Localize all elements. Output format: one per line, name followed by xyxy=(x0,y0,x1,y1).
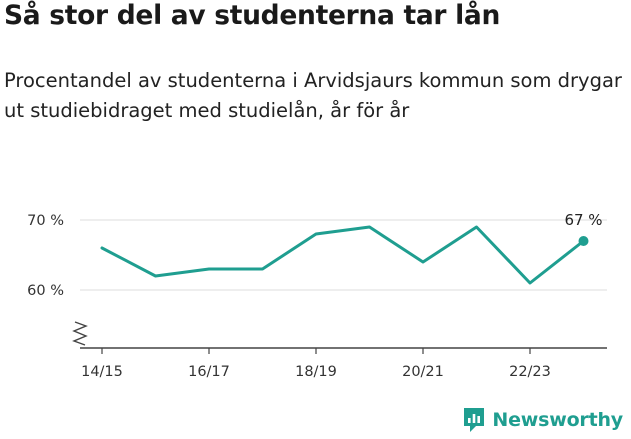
end-point-marker xyxy=(578,236,589,246)
y-tick-label: 70 % xyxy=(27,213,64,229)
x-tick-label: 18/19 xyxy=(295,364,337,380)
brand-name: Newsworthy xyxy=(492,409,623,431)
x-tick-label: 22/23 xyxy=(509,364,551,380)
x-tick-label: 14/15 xyxy=(81,364,123,380)
y-tick-label: 60 % xyxy=(27,283,64,299)
chart-title: Så stor del av studenterna tar lån xyxy=(4,0,501,31)
axis-break-icon xyxy=(72,321,88,346)
brand-logo: Newsworthy xyxy=(462,407,623,433)
x-tick-label: 20/21 xyxy=(402,364,444,380)
x-tick-label: 16/17 xyxy=(188,364,230,380)
series-line xyxy=(100,225,585,285)
end-value-label: 67 % xyxy=(564,211,602,229)
newsworthy-logo-icon xyxy=(464,408,485,432)
chart-subtitle: Procentandel av studenterna i Arvidsjaur… xyxy=(4,69,622,122)
